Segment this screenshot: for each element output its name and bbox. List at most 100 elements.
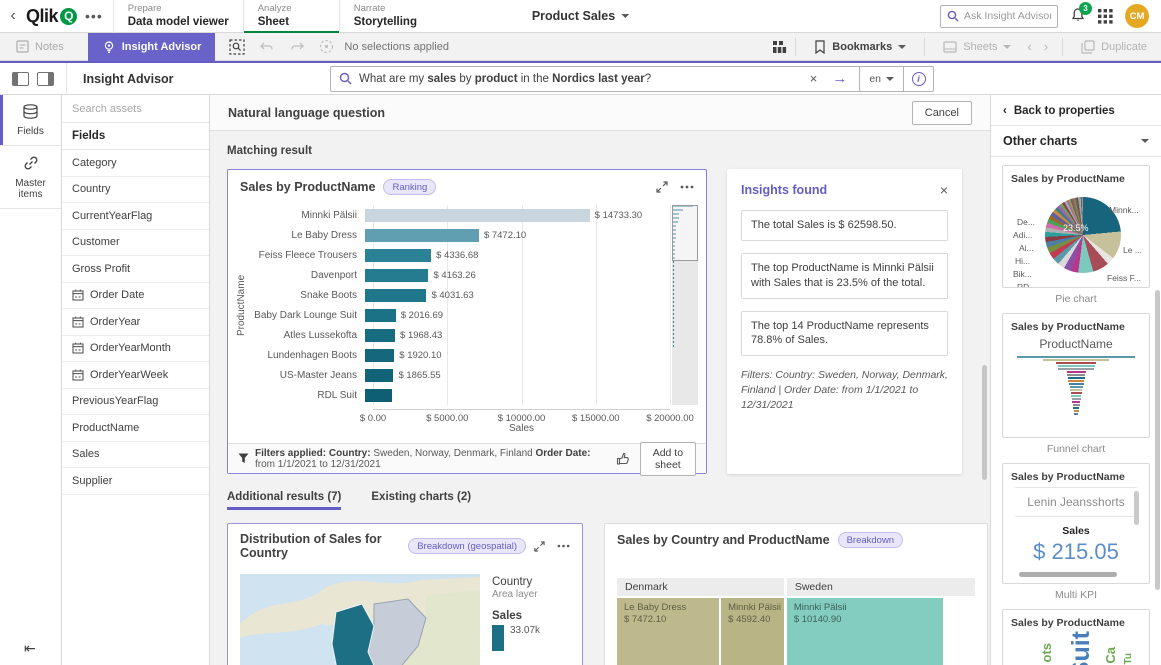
nlq-query-text[interactable]: What are my sales by product in the Nord… — [359, 73, 799, 85]
clear-selections-icon[interactable] — [319, 39, 334, 54]
insight-card[interactable]: The total Sales is $ 62598.50. — [741, 210, 948, 241]
bar[interactable] — [365, 208, 590, 222]
insight-advisor-button[interactable]: Insight Advisor — [87, 32, 216, 61]
bar[interactable] — [365, 308, 396, 322]
more-menu-icon[interactable]: ••• — [85, 8, 103, 24]
toggle-right-panel-icon[interactable] — [37, 71, 54, 86]
duplicate-button[interactable]: Duplicate — [1071, 33, 1157, 61]
sheets-button[interactable]: Sheets — [933, 33, 1021, 61]
tab-narrate[interactable]: Narrate Storytelling — [338, 0, 435, 33]
bookmarks-button[interactable]: Bookmarks — [804, 33, 916, 61]
kpi-vertical-scrollbar[interactable] — [1134, 491, 1139, 525]
clear-query-icon[interactable]: × — [809, 71, 818, 86]
more-options-icon[interactable] — [557, 544, 570, 548]
avatar[interactable]: CM — [1125, 4, 1149, 28]
tab-analyze[interactable]: Analyze Sheet — [242, 0, 339, 34]
asset-item-currentyearflag[interactable]: CurrentYearFlag — [62, 203, 209, 230]
add-to-sheet-button[interactable]: Add to sheet — [639, 441, 696, 476]
prev-sheet-icon[interactable]: ‹ — [1027, 39, 1032, 54]
bar[interactable] — [365, 388, 393, 402]
asset-item-orderyearweek[interactable]: OrderYearWeek — [62, 362, 209, 389]
tab-existing-charts[interactable]: Existing charts (2) — [371, 491, 472, 503]
insight-card[interactable]: The top 14 ProductName represents 78.8% … — [741, 310, 948, 357]
main-scrollbar[interactable] — [982, 365, 987, 480]
next-sheet-icon[interactable]: › — [1043, 39, 1049, 54]
asset-item-supplier[interactable]: Supplier — [62, 468, 209, 495]
info-button[interactable]: i — [904, 65, 934, 92]
ask-insight-advisor-search[interactable] — [940, 4, 1058, 28]
asset-item-orderyear[interactable]: OrderYear — [62, 309, 209, 336]
rail-item-master-items[interactable]: Master items — [0, 146, 61, 209]
bar[interactable] — [365, 328, 396, 342]
bar[interactable] — [365, 228, 479, 242]
pie-callout-label: Bik... — [1013, 269, 1032, 279]
word-cloud-word[interactable]: Ca — [1103, 647, 1118, 664]
app-title-dropdown[interactable]: Product Sales — [532, 9, 630, 23]
notifications-button[interactable]: 3 — [1070, 1, 1092, 26]
tab-prepare[interactable]: Prepare Data model viewer — [112, 0, 243, 33]
insight-card[interactable]: The top ProductName is Minnki Pälsii wit… — [741, 252, 948, 299]
collapse-panel-icon[interactable]: ⇤ — [24, 640, 36, 656]
pie-callout-label: Ai... — [1019, 243, 1034, 253]
scroll-viewport[interactable] — [672, 205, 698, 261]
asset-item-country[interactable]: Country — [62, 177, 209, 203]
treemap-result-card[interactable]: Sales by Country and ProductName Breakdo… — [604, 523, 988, 665]
alt-chart-wordcloud[interactable]: Sales by ProductName ots Suit Ca Tu — [1002, 609, 1150, 665]
bar[interactable] — [365, 248, 432, 262]
bar[interactable] — [365, 368, 394, 382]
smart-search-icon[interactable] — [229, 38, 246, 55]
word-cloud-word[interactable]: Tu — [1123, 653, 1134, 665]
bar[interactable] — [365, 288, 427, 302]
treemap-cell[interactable]: Minnki Pälsii $ 4592.40 — [721, 598, 784, 665]
asset-item-orderyearmonth[interactable]: OrderYearMonth — [62, 336, 209, 362]
nlq-search-input[interactable]: What are my sales by product in the Nord… — [330, 65, 861, 92]
asset-item-gross-profit[interactable]: Gross Profit — [62, 256, 209, 283]
chart-grid-icon[interactable] — [772, 40, 787, 54]
asset-search[interactable] — [62, 95, 209, 123]
asset-item-category[interactable]: Category — [62, 150, 209, 177]
more-options-icon[interactable] — [680, 185, 694, 189]
other-charts-header[interactable]: Other charts — [991, 125, 1161, 157]
language-selector[interactable]: en — [860, 65, 904, 92]
treemap-cell[interactable]: Minnki Pälsii $ 10140.90 — [786, 598, 943, 665]
alt-chart-multi-kpi[interactable]: Sales by ProductName Lenin Jeansshorts S… — [1002, 463, 1150, 584]
back-icon[interactable]: ‹ — [10, 7, 16, 24]
properties-scrollbar[interactable] — [1155, 290, 1160, 590]
asset-item-previousyearflag[interactable]: PreviousYearFlag — [62, 389, 209, 415]
asset-item-customer[interactable]: Customer — [62, 230, 209, 256]
map-result-card[interactable]: Distribution of Sales for Country Breakd… — [227, 523, 583, 665]
chart-scroll-navigator[interactable] — [672, 205, 698, 405]
expand-icon[interactable] — [534, 540, 545, 552]
close-icon[interactable]: × — [939, 182, 948, 198]
x-tick-label: $ 20000.00 — [646, 413, 694, 424]
asset-item-order-date[interactable]: Order Date — [62, 283, 209, 309]
asset-item-productname[interactable]: ProductName — [62, 415, 209, 442]
cancel-button[interactable]: Cancel — [911, 100, 972, 125]
asset-search-input[interactable] — [72, 102, 199, 115]
app-launcher-icon[interactable] — [1098, 8, 1113, 24]
asset-label: ProductName — [72, 421, 140, 434]
bar[interactable] — [365, 348, 395, 362]
mini-bar — [673, 261, 675, 263]
word-cloud-word[interactable]: Suit — [1067, 631, 1095, 665]
alt-chart-pie[interactable]: Sales by ProductName Minnk... Le ... Feiss… — [1002, 165, 1150, 288]
word-cloud-word[interactable]: ots — [1039, 643, 1054, 663]
step-back-icon[interactable] — [259, 40, 275, 54]
alt-chart-funnel[interactable]: Sales by ProductName ProductName — [1002, 313, 1150, 438]
notes-button[interactable]: Notes — [6, 33, 74, 61]
toggle-left-panel-icon[interactable] — [12, 71, 29, 86]
geo-map[interactable] — [240, 574, 480, 665]
asset-item-sales[interactable]: Sales — [62, 442, 209, 468]
rail-item-fields[interactable]: Fields — [0, 95, 61, 146]
matching-result-chart-card[interactable]: Sales by ProductName Ranking Produ — [227, 169, 707, 476]
kpi-horizontal-scrollbar[interactable] — [1019, 572, 1117, 577]
submit-query-icon[interactable]: → — [832, 70, 848, 87]
expand-icon[interactable] — [656, 181, 668, 193]
treemap-cell[interactable]: Le Baby Dress $ 7472.10 — [617, 598, 720, 665]
tab-additional-results[interactable]: Additional results (7) — [227, 491, 342, 510]
back-to-properties-link[interactable]: ‹ Back to properties — [991, 95, 1161, 125]
ask-insight-advisor-input[interactable] — [964, 10, 1051, 22]
step-forward-icon[interactable] — [289, 40, 305, 54]
thumbs-up-icon[interactable] — [616, 452, 630, 466]
bar[interactable] — [365, 268, 429, 282]
